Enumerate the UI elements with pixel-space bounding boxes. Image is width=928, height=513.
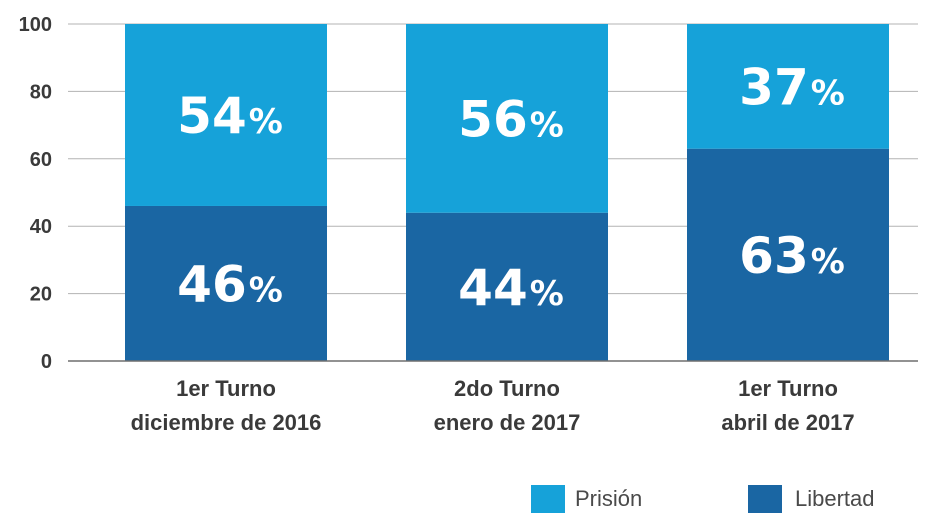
bar-segment-libertad bbox=[406, 212, 608, 361]
x-tick-label: 1er Turno abril de 2017 bbox=[721, 376, 854, 435]
legend-swatch-prisin bbox=[531, 485, 565, 513]
data-label: 54% bbox=[177, 87, 283, 145]
bars bbox=[125, 24, 889, 361]
y-tick-label: 100 bbox=[19, 14, 52, 36]
bar-segment-prisin bbox=[125, 24, 327, 206]
bar-segment-prisin bbox=[406, 24, 608, 213]
y-tick-label: 60 bbox=[30, 149, 52, 171]
data-label: 63% bbox=[739, 227, 845, 285]
data-label: 44% bbox=[458, 259, 564, 317]
legend: Prisión Libertad bbox=[531, 485, 875, 513]
x-tick-label: 2do Turno enero de 2017 bbox=[434, 376, 581, 435]
data-label: 37% bbox=[739, 58, 845, 116]
x-axis-ticks: 1er Turno diciembre de 2016 2do Turno enero… bbox=[131, 376, 855, 435]
legend-label: Prisión bbox=[575, 486, 642, 511]
bar-segment-libertad bbox=[687, 148, 889, 361]
y-tick-label: 80 bbox=[30, 81, 52, 103]
y-tick-label: 0 bbox=[41, 351, 52, 373]
legend-swatch-libertad bbox=[748, 485, 782, 513]
legend-label: Libertad bbox=[795, 486, 875, 511]
y-axis-ticks: 0 20 40 60 80 100 bbox=[19, 14, 52, 373]
bar-segment-prisin bbox=[687, 24, 889, 149]
data-label: 46% bbox=[177, 255, 283, 313]
x-tick-label: 1er Turno diciembre de 2016 bbox=[131, 376, 322, 435]
bar-segment-libertad bbox=[125, 205, 327, 361]
y-tick-label: 20 bbox=[30, 284, 52, 306]
data-labels: 46% 54% 44% 56% 63% 37% bbox=[177, 58, 845, 317]
data-label: 56% bbox=[458, 90, 564, 148]
y-tick-label: 40 bbox=[30, 216, 52, 238]
